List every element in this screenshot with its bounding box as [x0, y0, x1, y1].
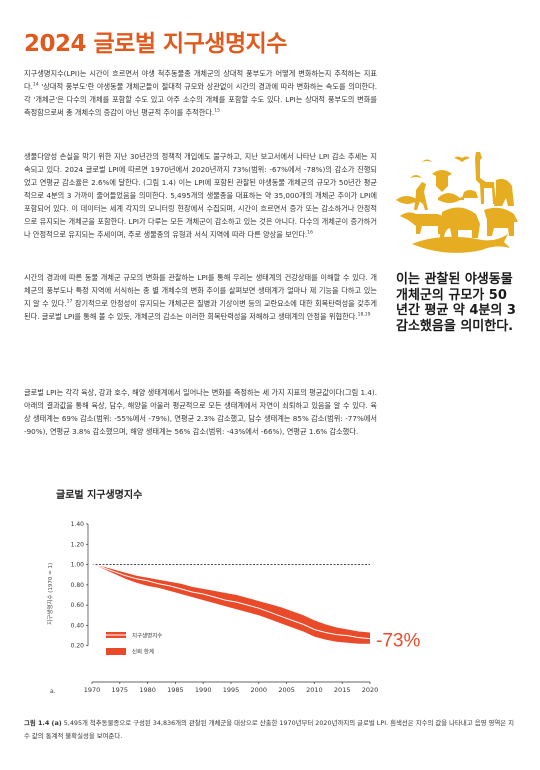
x-tick-label: 2000 — [251, 686, 268, 694]
x-tick-label: 1980 — [139, 686, 156, 694]
figure-caption: 그림 1.4 (a) 5,495개 척추동물종으로 구성된 34,836개의 관… — [24, 719, 515, 740]
legend-swatch-confidence — [106, 648, 126, 655]
x-tick-label: 2020 — [362, 686, 379, 694]
legend-label-confidence: 신뢰 한계 — [132, 648, 154, 656]
change-annotation: -73% — [376, 631, 420, 652]
y-tick-label: 0.40 — [71, 622, 85, 629]
lpi-line-chart: 1.40 1.20 1.00 0.80 0.60 0.40 0.20 1970 1975 198… — [46, 521, 420, 695]
x-axis: 1970 1975 1980 1985 1990 1995 2000 2005 2010 2015… — [84, 681, 379, 694]
y-axis-label: 지구생명지수 (1970 = 1) — [46, 563, 54, 625]
legend: 지구생명지수 신뢰 한계 — [106, 632, 162, 656]
x-tick-label: 1985 — [167, 686, 184, 694]
y-tick-label: 1.00 — [71, 562, 85, 569]
y-axis: 1.40 1.20 1.00 0.80 0.60 0.40 0.20 — [71, 521, 89, 650]
x-tick-label: 1970 — [84, 686, 101, 694]
index-line — [91, 564, 371, 640]
animal-silhouettes-illustration — [396, 152, 518, 253]
x-tick-label: 1995 — [223, 686, 240, 694]
x-tick-label: 2015 — [334, 686, 351, 694]
pull-quote: 이는 관찰된 야생동물 개체군의 규모가 50년간 평균 약 4분의 3 감소했… — [396, 272, 516, 334]
paragraph-ecosystem: 시간의 경과에 따른 동물 개체군 규모의 변화를 관찰하는 LPI를 통해 우… — [24, 273, 377, 321]
paragraph-decline: 생물다양성 손실을 막기 위한 지난 30년간의 정책적 개입에도 불구하고, … — [24, 152, 377, 239]
y-tick-label: 1.20 — [71, 541, 85, 548]
paragraph-realms: 글로벌 LPI는 각각 육상, 강과 호수, 해양 생태계에서 일어나는 변화를… — [24, 388, 377, 436]
panel-label: a. — [50, 688, 56, 695]
y-tick-label: 0.60 — [71, 602, 85, 609]
confidence-band — [92, 564, 370, 644]
x-tick-label: 1975 — [112, 686, 129, 694]
y-tick-label: 0.20 — [71, 643, 85, 650]
y-tick-label: 0.80 — [71, 582, 85, 589]
x-tick-label: 2005 — [278, 686, 295, 694]
chart-title: 글로벌 지구생명지수 — [56, 490, 143, 501]
x-tick-label: 2010 — [306, 686, 323, 694]
x-tick-label: 1990 — [195, 686, 212, 694]
legend-label-index: 지구생명지수 — [132, 632, 162, 640]
page-title: 2024 글로벌 지구생명지수 — [24, 31, 287, 57]
y-tick-label: 1.40 — [71, 521, 85, 528]
paragraph-intro: 지구생명지수(LPI)는 시간이 흐르면서 야생 척추동물종 개체군의 상대적 … — [24, 69, 377, 117]
